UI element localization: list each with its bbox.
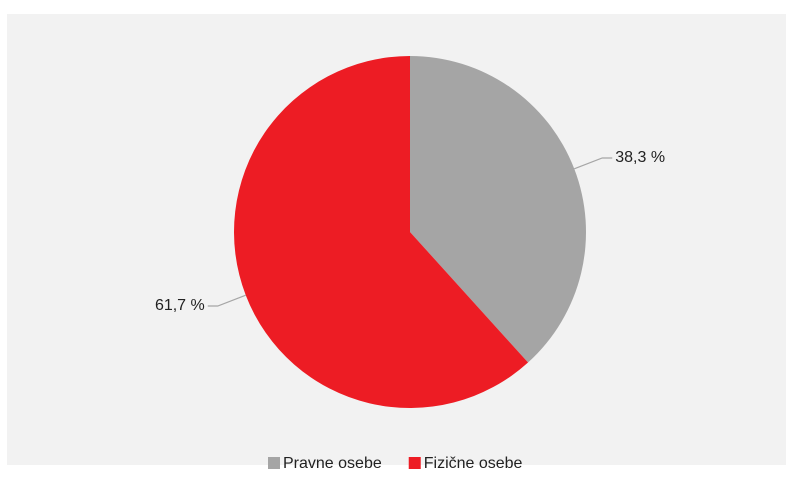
legend-label: Fizične osebe bbox=[424, 455, 523, 472]
legend-swatch bbox=[408, 457, 421, 469]
legend-swatch bbox=[268, 457, 280, 469]
legend-label: Pravne osebe bbox=[283, 455, 382, 472]
leader-line bbox=[207, 294, 246, 307]
data-label: 61,7 % bbox=[155, 297, 205, 314]
pie-slice bbox=[410, 56, 587, 363]
pie-slice bbox=[234, 56, 529, 408]
data-label: 38,3 % bbox=[615, 149, 665, 166]
leader-line bbox=[574, 157, 613, 170]
